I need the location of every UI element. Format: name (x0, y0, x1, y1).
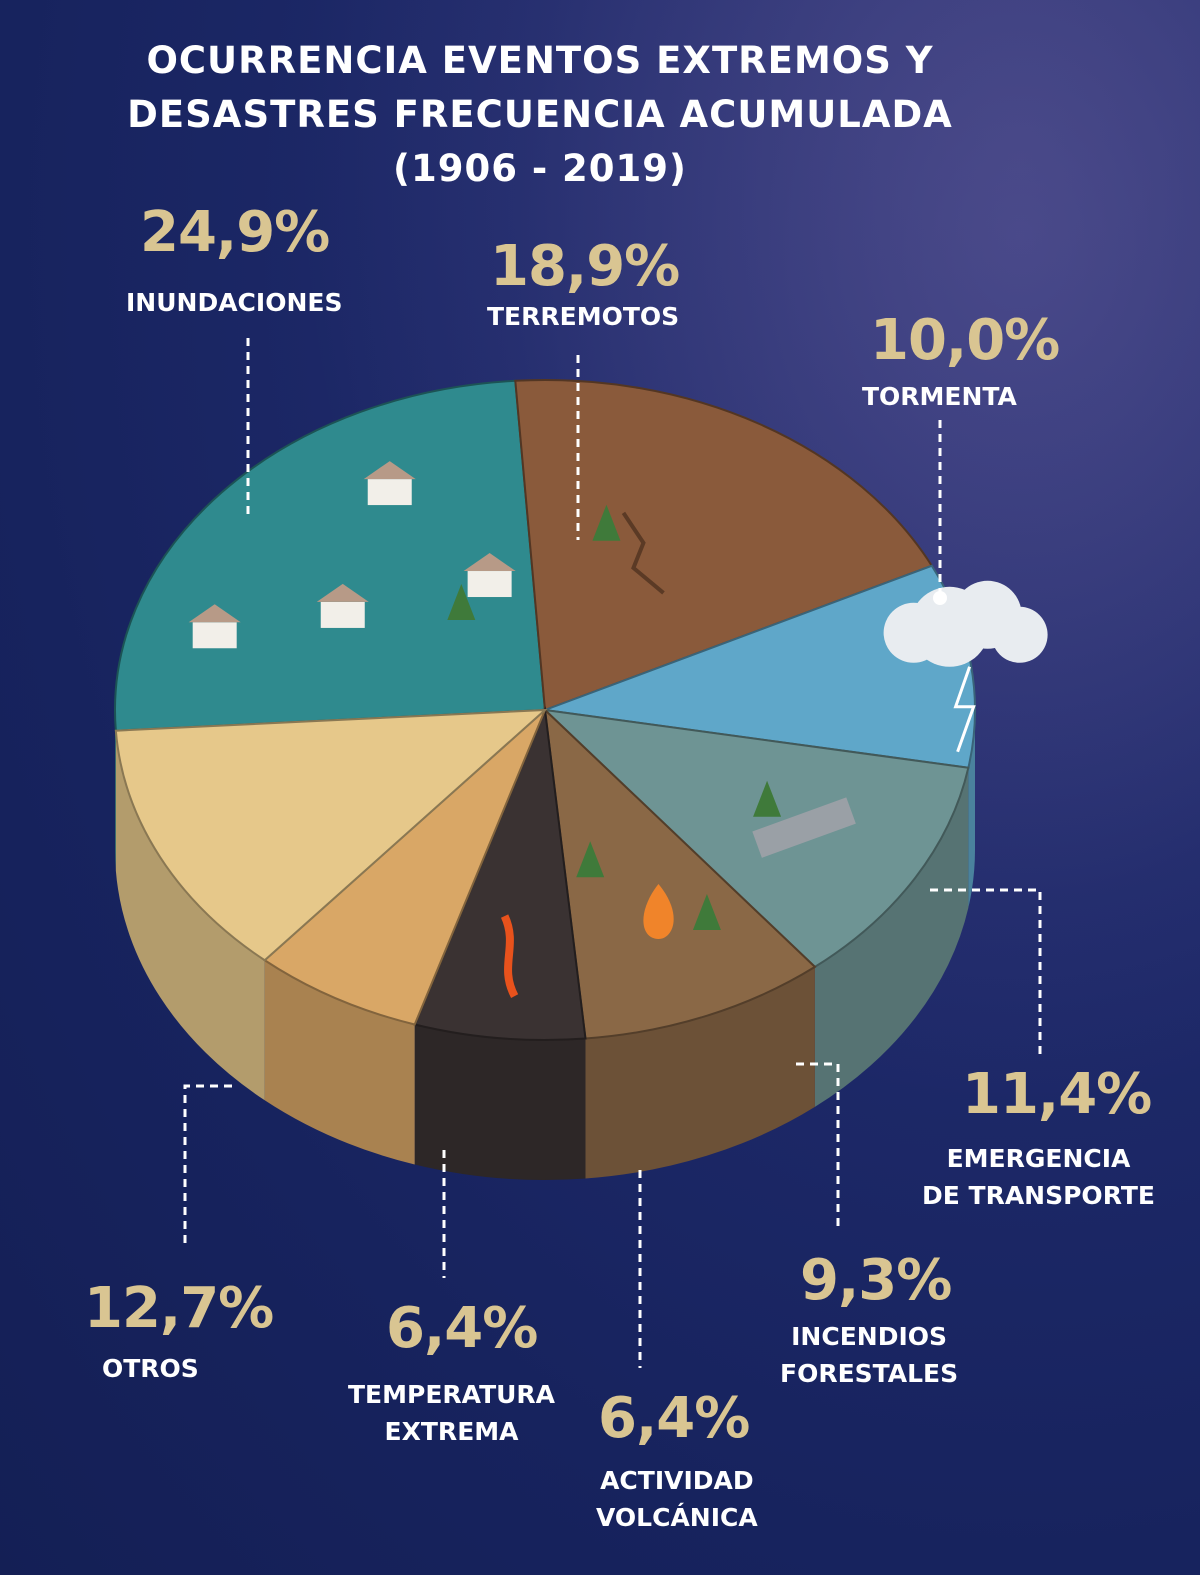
house-icon (192, 622, 237, 649)
pie-side-2 (968, 710, 975, 908)
value-label-incendios: 9,3% (800, 1248, 952, 1313)
leader-lines (183, 338, 1042, 1368)
category-label-incendios-line-1: INCENDIOS (791, 1322, 948, 1351)
pie-side-4 (585, 966, 815, 1179)
title-line-3: (1906 - 2019) (393, 147, 687, 190)
pie-slice-otros (114, 708, 548, 962)
pie-slice-temperatura-extrema (263, 709, 546, 1026)
category-label-transporte-line-1: EMERGENCIA (946, 1144, 1131, 1173)
value-label-inundaciones: 24,9% (140, 200, 330, 265)
pie-slice-actividad-volc-nica (413, 706, 587, 1041)
title-line-1: OCURRENCIA EVENTOS EXTREMOS Y (146, 39, 934, 82)
leader-line (183, 1084, 232, 1248)
train-icon (752, 797, 856, 858)
value-label-transporte: 11,4% (962, 1062, 1152, 1127)
category-label-incendios-line-2: FORESTALES (780, 1359, 959, 1388)
category-label-tormenta: TORMENTA (862, 382, 1017, 411)
roof-icon (363, 461, 416, 480)
chart-title: OCURRENCIA EVENTOS EXTREMOS Y DESASTRES … (40, 34, 1040, 196)
pie-side-3 (814, 767, 969, 1107)
category-label-otros: OTROS (102, 1354, 199, 1383)
leader-dot (933, 591, 947, 605)
roof-icon (316, 583, 369, 602)
category-label-temperatura-line-2: EXTREMA (384, 1417, 519, 1446)
crack-icon (621, 511, 665, 595)
category-label-volcanica: ACTIVIDAD VOLCÁNICA (596, 1462, 758, 1536)
tree-icon (576, 841, 605, 878)
category-label-transporte: EMERGENCIA DE TRANSPORTE (922, 1140, 1155, 1214)
pie-tops (114, 379, 976, 1041)
value-label-terremotos: 18,9% (490, 234, 680, 299)
category-label-volcanica-line-2: VOLCÁNICA (596, 1503, 758, 1532)
leader-line (796, 1062, 840, 1232)
cloud-icon (883, 602, 944, 663)
house-icon (467, 571, 512, 598)
category-label-transporte-line-2: DE TRANSPORTE (922, 1181, 1155, 1210)
cloud-icon (991, 606, 1048, 663)
tree-icon (592, 504, 621, 541)
pie-slice-terremotos (514, 379, 934, 712)
lava-icon (500, 914, 519, 998)
value-label-otros: 12,7% (84, 1276, 274, 1341)
pie-side-5 (414, 1024, 586, 1180)
tree-icon (692, 894, 721, 931)
value-label-volcanica: 6,4% (598, 1386, 750, 1451)
fire-icon (643, 883, 674, 939)
pie-sides (115, 710, 975, 1180)
category-label-volcanica-line-1: ACTIVIDAD (600, 1466, 754, 1495)
pie-side-0 (115, 710, 116, 871)
house-icon (367, 479, 412, 506)
category-label-temperatura-line-1: TEMPERATURA (348, 1380, 556, 1409)
value-label-tormenta: 10,0% (870, 308, 1060, 373)
pie-decorations (188, 461, 1048, 998)
category-label-inundaciones: INUNDACIONES (126, 288, 343, 317)
category-label-terremotos: TERREMOTOS (487, 302, 680, 331)
category-label-incendios: INCENDIOS FORESTALES (780, 1318, 958, 1392)
pie-side-7 (115, 730, 265, 1101)
house-icon (320, 601, 365, 628)
lightning-icon (953, 666, 976, 753)
category-label-temperatura: TEMPERATURA EXTREMA (348, 1376, 555, 1450)
pie-side-6 (264, 960, 415, 1165)
roof-icon (188, 604, 241, 623)
tree-icon (447, 583, 476, 620)
value-label-temperatura: 6,4% (386, 1296, 538, 1361)
roof-icon (463, 553, 516, 572)
tree-icon (753, 780, 782, 817)
title-line-2: DESASTRES FRECUENCIA ACUMULADA (127, 93, 953, 136)
pie-slice-incendios-forestales (543, 707, 817, 1040)
